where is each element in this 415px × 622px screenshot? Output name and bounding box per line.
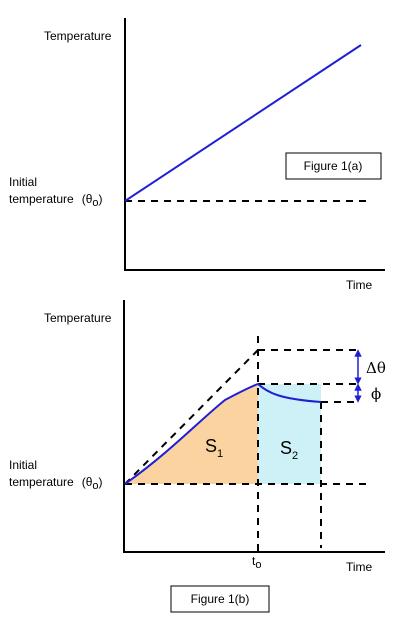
fig-b-initial-label-line1: Initial [9, 458, 37, 472]
figure-1b: Temperature Time Δθ ϕ S1 S2 to Initial t… [9, 300, 386, 613]
fig-a-y-axis-label: Temperature [44, 29, 112, 43]
fig-a-caption: Figure 1(a) [304, 159, 363, 173]
fig-b-ideal-rise [124, 349, 259, 485]
fig-a-x-axis-label: Time [346, 278, 373, 292]
fig-a-temperature-line [124, 44, 362, 202]
fig-b-caption-box [170, 585, 270, 613]
fig-b-temperature-curve [124, 382, 322, 485]
area-s2-label: S2 [280, 438, 298, 462]
figure-1a: Temperature Time Initial temperature (θo)… [9, 18, 385, 292]
fig-a-initial-label-line2: temperature (θo) [9, 192, 103, 209]
fig-b-caption: Figure 1(b) [191, 592, 250, 606]
fig-a-caption-box [285, 152, 382, 180]
fig-b-x-axis-label: Time [346, 560, 373, 574]
fig-b-initial-label-line2: temperature (θo) [9, 475, 103, 492]
area-s1-label: S1 [205, 436, 223, 460]
delta-theta-label: Δθ [366, 359, 386, 377]
t0-label: to [252, 554, 261, 571]
fig-b-y-axis-label: Temperature [44, 311, 112, 325]
fig-a-initial-label-line1: Initial [9, 175, 37, 189]
phi-label: ϕ [371, 385, 381, 403]
